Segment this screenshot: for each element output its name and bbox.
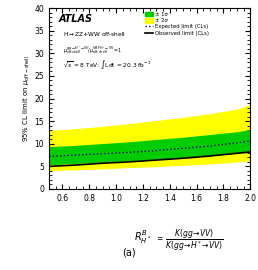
Text: $\mu_{\rm off\text{-}shell}^{gg\to H^*\!\to VV}\!/\mu_{\rm off\text{-}shell}^{\r: $\mu_{\rm off\text{-}shell}^{gg\to H^*\!… [63, 44, 122, 56]
Text: $R_{H^*}^{B}$: $R_{H^*}^{B}$ [134, 228, 152, 246]
Text: (a): (a) [122, 248, 136, 258]
Text: ATLAS: ATLAS [59, 14, 93, 23]
Legend: ± 1σ, ± 2σ, Expected limit (CLs), Observed limit (CLs): ± 1σ, ± 2σ, Expected limit (CLs), Observ… [144, 11, 210, 37]
Text: H$\to$ZZ+WW off-shell: H$\to$ZZ+WW off-shell [63, 30, 126, 38]
Y-axis label: 95% CL limit on $\mu_{\rm off-shell}$: 95% CL limit on $\mu_{\rm off-shell}$ [21, 55, 32, 142]
Text: $=\,\dfrac{K(gg\!\to\! VV)}{K(gg\!\to\! H^*\!\to\! VV)}$: $=\,\dfrac{K(gg\!\to\! VV)}{K(gg\!\to\! … [155, 227, 224, 253]
Text: $\sqrt{s}$ = 8 TeV: $\int$Ldt = 20.3 fb$^{-1}$: $\sqrt{s}$ = 8 TeV: $\int$Ldt = 20.3 fb$… [63, 59, 151, 72]
